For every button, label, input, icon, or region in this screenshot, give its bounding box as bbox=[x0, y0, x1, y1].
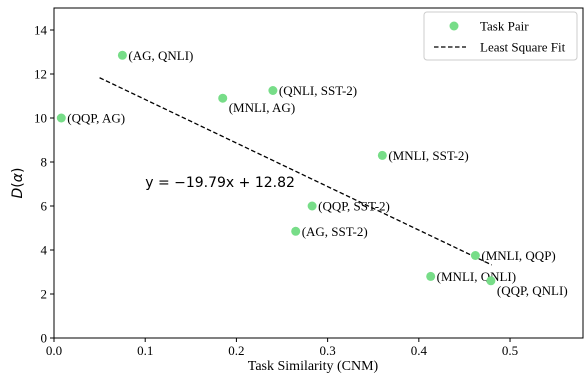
legend: Task Pair Least Square Fit bbox=[423, 11, 578, 61]
least-square-fit-line bbox=[99, 77, 493, 266]
y-axis-title-open-paren: ( bbox=[10, 182, 26, 187]
y-tick-label: 10 bbox=[34, 111, 47, 126]
plot-frame bbox=[53, 7, 584, 339]
task-pair-label: (AG, QNLI) bbox=[128, 48, 193, 63]
task-pair-label: (MNLI, QNLI) bbox=[437, 269, 516, 284]
x-tick-label: 0.2 bbox=[228, 343, 244, 358]
y-tick-label: 0 bbox=[41, 331, 48, 346]
legend-box bbox=[423, 11, 578, 61]
task-pair-point bbox=[291, 226, 301, 236]
y-tick-label: 6 bbox=[41, 199, 48, 214]
task-pair-label: (MNLI, SST-2) bbox=[388, 148, 468, 163]
y-tick-label: 2 bbox=[41, 287, 48, 302]
x-axis-title: Task Similarity (CNM) bbox=[248, 359, 379, 374]
y-axis-title: D(α) bbox=[10, 168, 26, 199]
task-pair-label: (QQP, AG) bbox=[67, 111, 125, 126]
x-tick-label: 0.3 bbox=[319, 343, 335, 358]
task-pair-point bbox=[218, 93, 228, 103]
svg-text:D(α): D(α) bbox=[10, 168, 26, 199]
plot-area bbox=[53, 7, 584, 339]
y-tick-label: 14 bbox=[34, 23, 48, 38]
fit-equation-annotation: y = −19.79x + 12.82 bbox=[145, 175, 295, 191]
y-axis-title-arg: α bbox=[10, 172, 26, 182]
task-pair-point bbox=[268, 86, 278, 95]
task-pair-point bbox=[377, 150, 387, 160]
task-pair-label: (QNLI, SST-2) bbox=[279, 83, 357, 98]
task-pair-point bbox=[486, 276, 496, 286]
x-axis: 0.0 0.1 0.2 0.3 0.4 0.5 bbox=[46, 338, 518, 358]
legend-label-fit-line: Least Square Fit bbox=[480, 40, 566, 55]
task-pair-label: (QQP, SST-2) bbox=[318, 199, 390, 214]
task-pair-point bbox=[117, 50, 127, 60]
y-tick-label: 8 bbox=[41, 155, 48, 170]
fit-line-group bbox=[99, 77, 493, 266]
annotations: y = −19.79x + 12.82 bbox=[145, 175, 295, 191]
x-tick-label: 0.0 bbox=[46, 343, 62, 358]
task-pair-label: (AG, SST-2) bbox=[302, 224, 368, 239]
task-pair-point bbox=[470, 251, 480, 260]
y-axis-title-close-paren: ) bbox=[10, 168, 26, 173]
y-axis-title-symbol: D bbox=[10, 187, 26, 198]
task-pair-label: (MNLI, QQP) bbox=[481, 248, 555, 263]
data-points: (QQP, AG) (AG, QNLI) (MNLI, AG) (QNLI, SST-… bbox=[56, 48, 568, 298]
y-tick-label: 4 bbox=[41, 243, 48, 258]
task-pair-point bbox=[56, 113, 66, 123]
y-tick-label: 12 bbox=[34, 67, 47, 82]
x-tick-label: 0.4 bbox=[411, 343, 428, 358]
legend-label-task-pair: Task Pair bbox=[480, 19, 529, 34]
y-axis: 0 2 4 6 8 10 12 14 bbox=[34, 23, 54, 346]
x-tick-label: 0.1 bbox=[137, 343, 153, 358]
x-tick-label: 0.5 bbox=[502, 343, 518, 358]
task-pair-label: (MNLI, AG) bbox=[229, 100, 295, 115]
task-pair-point bbox=[307, 201, 317, 211]
task-pair-point bbox=[426, 271, 436, 281]
task-pair-label: (QQP, QNLI) bbox=[497, 283, 568, 298]
legend-marker-task-pair bbox=[449, 21, 459, 31]
